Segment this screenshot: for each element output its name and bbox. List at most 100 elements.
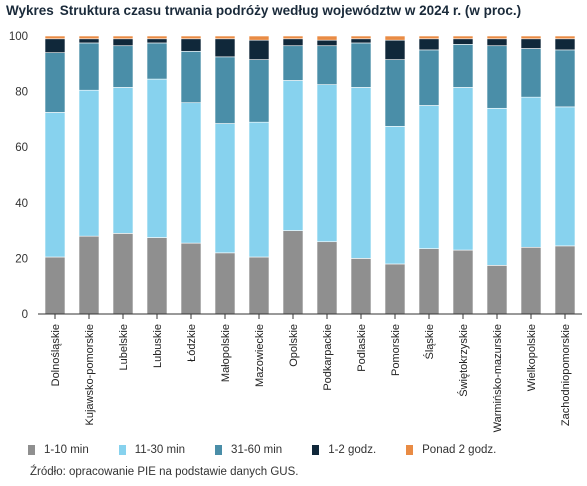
bar-segment	[180, 102, 202, 244]
legend-label: 1-2 godz.	[328, 444, 377, 456]
bar-segment	[112, 38, 134, 47]
bar-segment	[44, 52, 66, 113]
x-category-label: Warmińsko-mazurskie	[492, 324, 504, 432]
bar-segment	[520, 35, 542, 40]
bar-segment	[452, 249, 474, 315]
bar-segment	[384, 263, 406, 315]
bar-segment	[282, 38, 304, 47]
y-tick-label: 80	[15, 87, 28, 99]
legend-swatch	[28, 445, 35, 455]
bar-segment	[418, 49, 440, 106]
legend-label: 11-30 min	[134, 444, 186, 456]
source-note: Źródło: opracowanie PIE na podstawie dan…	[30, 466, 299, 478]
bar-segment	[248, 59, 270, 123]
bar-segment	[520, 246, 542, 315]
legend-item: Ponad 2 godz.	[406, 444, 496, 456]
bar-segment	[418, 35, 440, 40]
bar-segment	[214, 123, 236, 254]
legend-label: 31-60 min	[231, 444, 283, 456]
bar-segment	[384, 39, 406, 60]
bar-segment	[214, 38, 236, 58]
bar-segment	[452, 38, 474, 45]
bar-segment	[282, 230, 304, 315]
y-tick-label: 20	[15, 253, 28, 265]
bar-segment	[112, 233, 134, 315]
y-tick-label: 60	[15, 142, 28, 154]
bar-segment	[520, 38, 542, 49]
bar-segment	[44, 112, 66, 258]
x-category-label: Mazowieckie	[254, 324, 266, 387]
x-category-label: Kujawsko-pomorskie	[84, 324, 96, 425]
bar-segment	[180, 50, 202, 104]
x-category-label: Dolnośląskie	[50, 324, 62, 386]
legend-item: 1-10 min	[28, 444, 89, 456]
bar-segment	[486, 107, 508, 266]
bar-segment	[214, 56, 236, 124]
y-tick-label: 0	[22, 309, 28, 321]
bar-segment	[486, 38, 508, 47]
x-category-label: Śląskie	[423, 324, 436, 359]
bar-segment	[180, 242, 202, 315]
bar-segment	[316, 84, 338, 243]
bar-segment	[78, 38, 100, 44]
legend-label: Ponad 2 godz.	[422, 444, 497, 456]
bar-segment	[44, 256, 66, 315]
bar-segment	[316, 241, 338, 315]
bar-segment	[180, 35, 202, 40]
bar-segment	[384, 59, 406, 127]
bar-segment	[486, 35, 508, 40]
x-category-label: Podkarpackie	[322, 324, 334, 391]
x-category-label: Małopolskie	[220, 324, 232, 382]
bar-segment	[78, 42, 100, 91]
bar-segment	[418, 105, 440, 249]
stacked-bar-chart: 0 20 40 60 80 100 Dolnośląskie Kujawsko-pomorsk…	[9, 31, 582, 432]
bar-segment	[316, 45, 338, 85]
x-category-label: Opolskie	[288, 324, 300, 367]
bar-segment	[248, 256, 270, 315]
x-category-label: Lubelskie	[118, 324, 130, 370]
bar-segment	[384, 126, 406, 265]
bar-segment	[248, 39, 270, 60]
bar-segment	[44, 38, 66, 53]
legend-swatch	[215, 445, 223, 455]
bar-segment	[248, 121, 270, 258]
bar-segment	[554, 35, 576, 40]
bar-segment	[350, 42, 372, 88]
bar-segment	[214, 252, 236, 315]
bar-segment	[350, 35, 372, 40]
bar-segment	[418, 248, 440, 315]
bar-segment	[520, 48, 542, 98]
bar-segment	[78, 235, 100, 315]
bar-segment	[350, 87, 372, 259]
x-category-label: Lubuskie	[152, 324, 164, 368]
bar-segment	[350, 38, 372, 44]
bar-segment	[180, 38, 202, 52]
bar-segment	[316, 39, 338, 47]
legend-swatch	[118, 445, 126, 455]
bar-segment	[452, 44, 474, 88]
title-lead: Wykres	[6, 3, 54, 18]
title-text: Struktura czasu trwania podróży według w…	[59, 3, 522, 18]
bar-segment	[146, 237, 168, 315]
bar-segment	[112, 87, 134, 234]
bar-segment	[486, 265, 508, 315]
legend-item: 1-2 godz.	[312, 444, 376, 456]
bar-segment	[452, 87, 474, 251]
legend-item: 31-60 min	[215, 444, 282, 456]
x-category-label: Wielkopolskie	[526, 324, 538, 391]
x-category-label: Pomorskie	[390, 324, 402, 376]
y-tick-label: 100	[9, 31, 28, 43]
bar-segment	[146, 42, 168, 80]
bar-segment	[214, 35, 236, 40]
bar-segment	[452, 35, 474, 40]
bar-segment	[486, 45, 508, 109]
bar-segment	[112, 45, 134, 88]
bar-segment	[282, 80, 304, 231]
bar-segment	[146, 35, 168, 40]
bar-segment	[248, 35, 270, 41]
bar-segment	[78, 89, 100, 237]
legend-swatch	[312, 445, 320, 455]
bar-segment	[146, 78, 168, 238]
bar-segment	[78, 35, 100, 40]
